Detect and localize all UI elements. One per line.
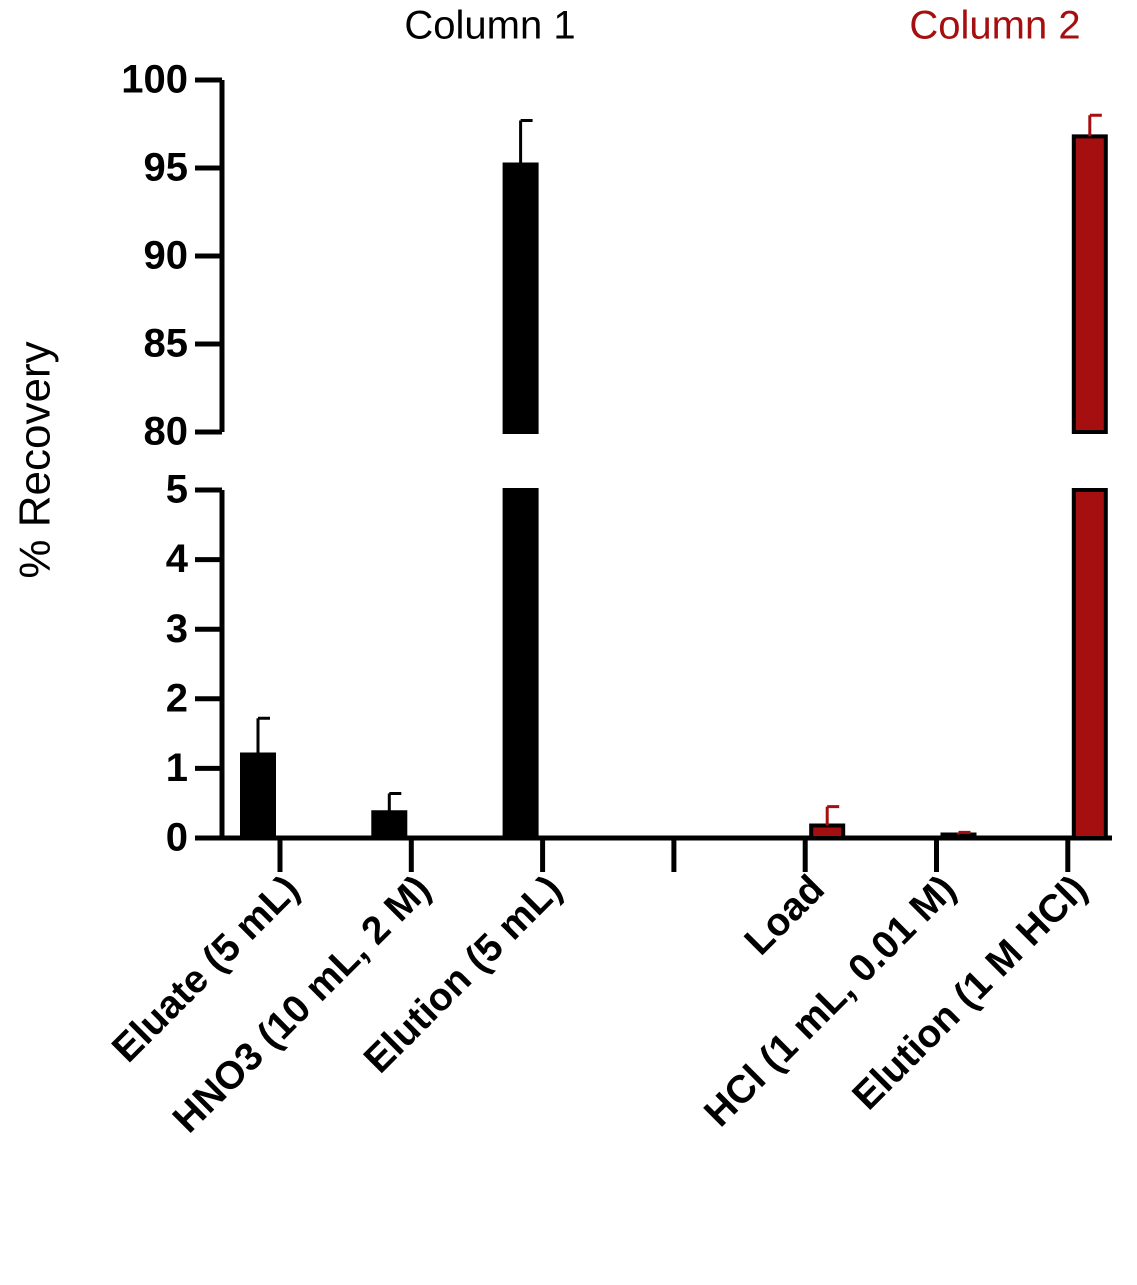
x-tick-label: Load: [737, 867, 833, 963]
y-tick-label: 0: [166, 816, 188, 860]
series-header: Column 1: [404, 4, 575, 48]
y-tick-label: 1: [166, 746, 188, 790]
bar: [940, 832, 977, 840]
bar: [240, 752, 276, 840]
x-tick-label: HCl (1 mL, 0.01 M): [696, 867, 964, 1135]
y-tick-label: 90: [144, 234, 189, 278]
error-bar: [519, 118, 533, 165]
y-tick-label: 5: [166, 468, 188, 512]
error-bar: [387, 791, 402, 813]
error-bar: [825, 805, 840, 826]
x-tick-label: Elution (1 M HCl): [844, 867, 1095, 1118]
y-tick-label: 4: [166, 537, 189, 581]
y-axis-label: % Recovery: [11, 341, 60, 578]
error-bar: [957, 830, 971, 835]
x-tick-label: HNO3 (10 mL, 2 M): [165, 867, 439, 1141]
bar: [371, 810, 408, 840]
bar: [502, 162, 539, 840]
series-header: Column 2: [909, 4, 1080, 48]
y-tick-label: 80: [144, 410, 189, 454]
y-tick-label: 2: [166, 676, 188, 720]
bar: [1071, 134, 1108, 840]
bar: [809, 823, 846, 840]
y-tick-label: 85: [144, 322, 189, 366]
error-bar: [1088, 113, 1102, 137]
error-bar: [256, 716, 270, 755]
y-tick-label: 100: [121, 58, 188, 102]
y-tick-label: 3: [166, 607, 188, 651]
y-tick-label: 95: [144, 146, 189, 190]
